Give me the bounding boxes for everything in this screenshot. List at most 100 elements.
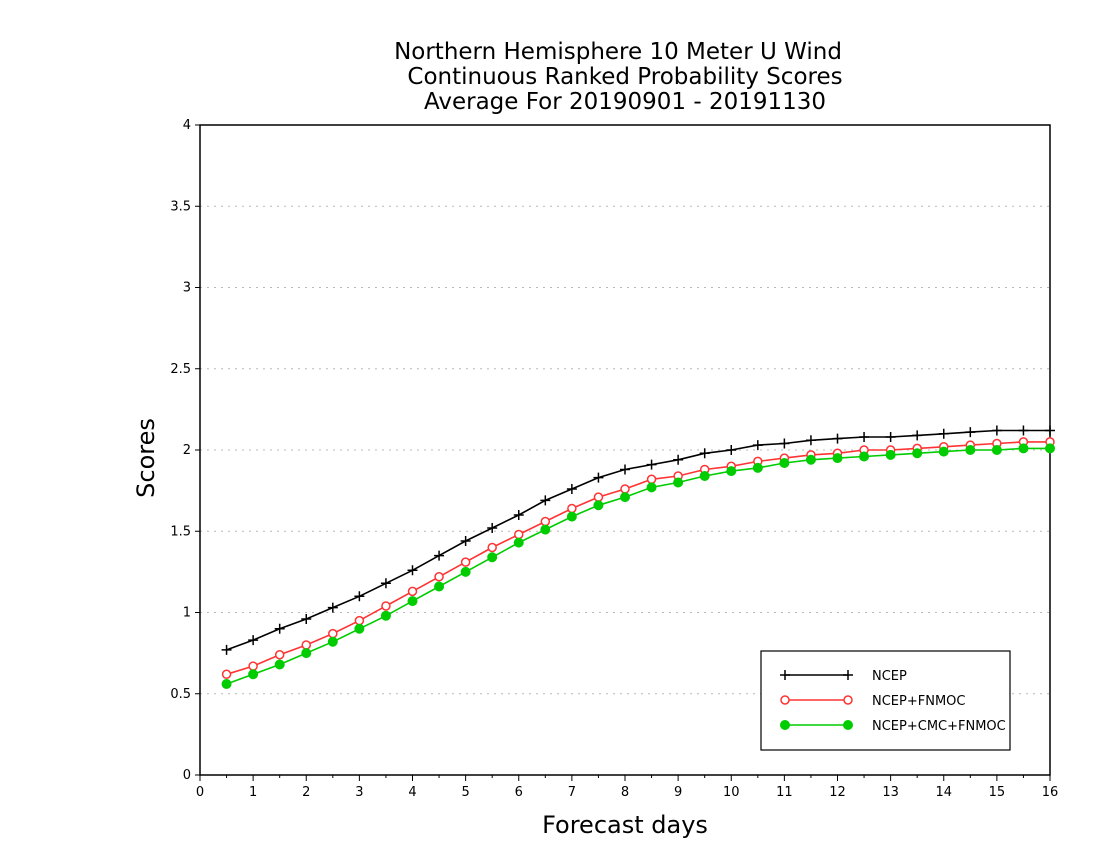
data-point [381,601,391,611]
data-point [1018,443,1029,454]
legend-item: NCEP+CMC+FNMOC [780,719,1006,734]
x-tick-label: 16 [1042,785,1059,800]
data-point [327,602,338,613]
data-point [646,459,657,470]
data-point [221,679,232,689]
data-point [540,516,551,527]
data-point [301,614,312,624]
x-tick-label: 2 [302,785,310,800]
y-tick-label: 1.5 [170,524,191,539]
data-point [407,565,418,576]
data-point [221,644,232,655]
data-point [487,542,497,553]
data-point [912,430,923,441]
data-point [912,448,923,459]
data-point [593,472,604,483]
x-tick-label: 9 [674,785,682,800]
data-point [991,425,1002,436]
data-point [1045,425,1055,436]
data-point [699,471,710,481]
data-point [805,435,816,446]
data-point [274,650,285,660]
x-tick-label: 5 [461,785,469,800]
x-tick-label: 4 [408,785,416,800]
y-tick-labels: 0 0.5 1 1.5 2 2.5 3 3.5 4 [170,118,191,783]
legend: NCEP NCEP+FNMOC NCEP+CMC+FNMOC [760,650,1011,751]
data-point [780,720,790,730]
data-point [620,484,630,494]
data-point [780,670,790,680]
data-point [843,695,853,705]
data-point [221,669,232,679]
data-point [487,523,498,533]
x-tick-label: 10 [723,785,740,800]
gridlines [200,205,1050,695]
data-point [965,445,976,455]
data-point [620,492,630,503]
data-point [407,596,418,607]
axis-ticks [195,124,1051,781]
data-point [779,438,790,449]
data-point [354,591,365,602]
series-line [226,441,1050,676]
x-tick-label: 12 [829,785,846,800]
data-point [354,615,365,626]
data-point [327,636,338,647]
data-point [301,648,312,659]
data-point [248,661,258,671]
title-line-3: Average For 20190901 - 20191130 [424,89,826,115]
data-point [805,454,816,465]
data-point [593,492,604,502]
y-tick-label: 1 [183,606,191,621]
data-point [460,557,471,567]
data-point [274,623,285,634]
data-point [885,432,896,442]
x-tick-label: 7 [568,785,576,800]
legend-item: NCEP+FNMOC [780,694,965,709]
data-point [487,552,498,563]
series-layer [221,425,1055,689]
y-tick-label: 0 [183,768,191,783]
data-point [620,464,630,475]
data-point [726,445,737,455]
data-point [380,610,391,621]
data-point [965,427,976,438]
x-axis-label: Forecast days [542,811,708,839]
data-point [938,446,949,457]
x-tick-label: 13 [882,785,899,800]
x-tick-label: 15 [989,785,1006,800]
data-point [434,572,444,582]
title-line-2: Continuous Ranked Probability Scores [407,64,842,90]
data-point [752,440,763,451]
legend-label: NCEP+FNMOC [872,694,965,709]
data-point [434,550,445,561]
data-point [567,503,577,514]
y-tick-label: 3.5 [170,199,191,214]
data-point [248,669,259,680]
data-point [832,453,843,464]
y-tick-label: 0.5 [170,687,191,702]
data-point [540,495,551,506]
data-point [301,640,311,650]
x-tick-label: 0 [196,785,204,800]
x-tick-label: 14 [935,785,952,800]
x-tick-label: 11 [776,785,793,800]
data-point [646,482,657,493]
data-point [566,511,577,522]
data-point [407,586,418,597]
series-ncep-fnmoc [221,437,1055,679]
data-point [832,433,843,444]
legend-label: NCEP+CMC+FNMOC [872,719,1006,734]
data-point [885,449,896,460]
data-point [593,500,604,511]
y-tick-label: 2.5 [170,362,191,377]
data-point [843,670,853,680]
title-line-1: Northern Hemisphere 10 Meter U Wind [394,39,842,65]
data-point [859,451,870,462]
data-point [991,445,1002,455]
data-point [566,484,577,494]
legend-label: NCEP [872,669,907,684]
data-point [673,477,684,488]
data-point [354,623,365,634]
